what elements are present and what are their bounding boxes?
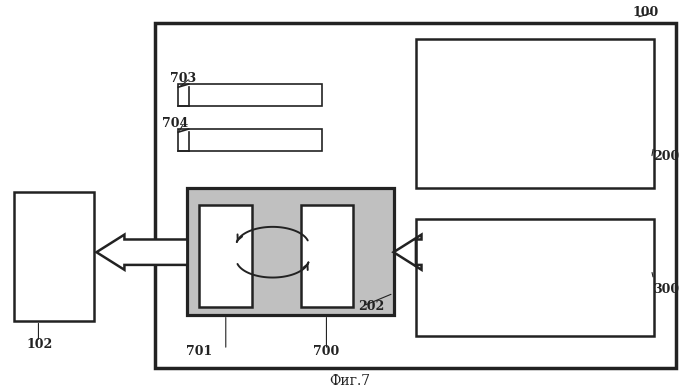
Text: 700: 700 <box>313 345 340 359</box>
Bar <box>155 23 676 368</box>
Text: 703: 703 <box>170 72 196 85</box>
FancyArrow shape <box>96 235 187 270</box>
Bar <box>301 205 353 307</box>
Text: 100: 100 <box>633 6 659 19</box>
Text: 701: 701 <box>186 345 212 359</box>
Bar <box>199 205 252 307</box>
Bar <box>14 192 94 321</box>
Bar <box>416 219 654 336</box>
Text: 102: 102 <box>27 337 53 351</box>
Text: 202: 202 <box>359 300 385 314</box>
Bar <box>178 84 322 106</box>
Text: 300: 300 <box>654 283 679 296</box>
Text: Фиг.7: Фиг.7 <box>329 374 370 388</box>
Bar <box>187 188 394 315</box>
Bar <box>178 129 322 151</box>
Text: 704: 704 <box>162 117 189 130</box>
Bar <box>416 39 654 188</box>
Text: 200: 200 <box>654 150 680 163</box>
FancyArrow shape <box>394 235 421 270</box>
